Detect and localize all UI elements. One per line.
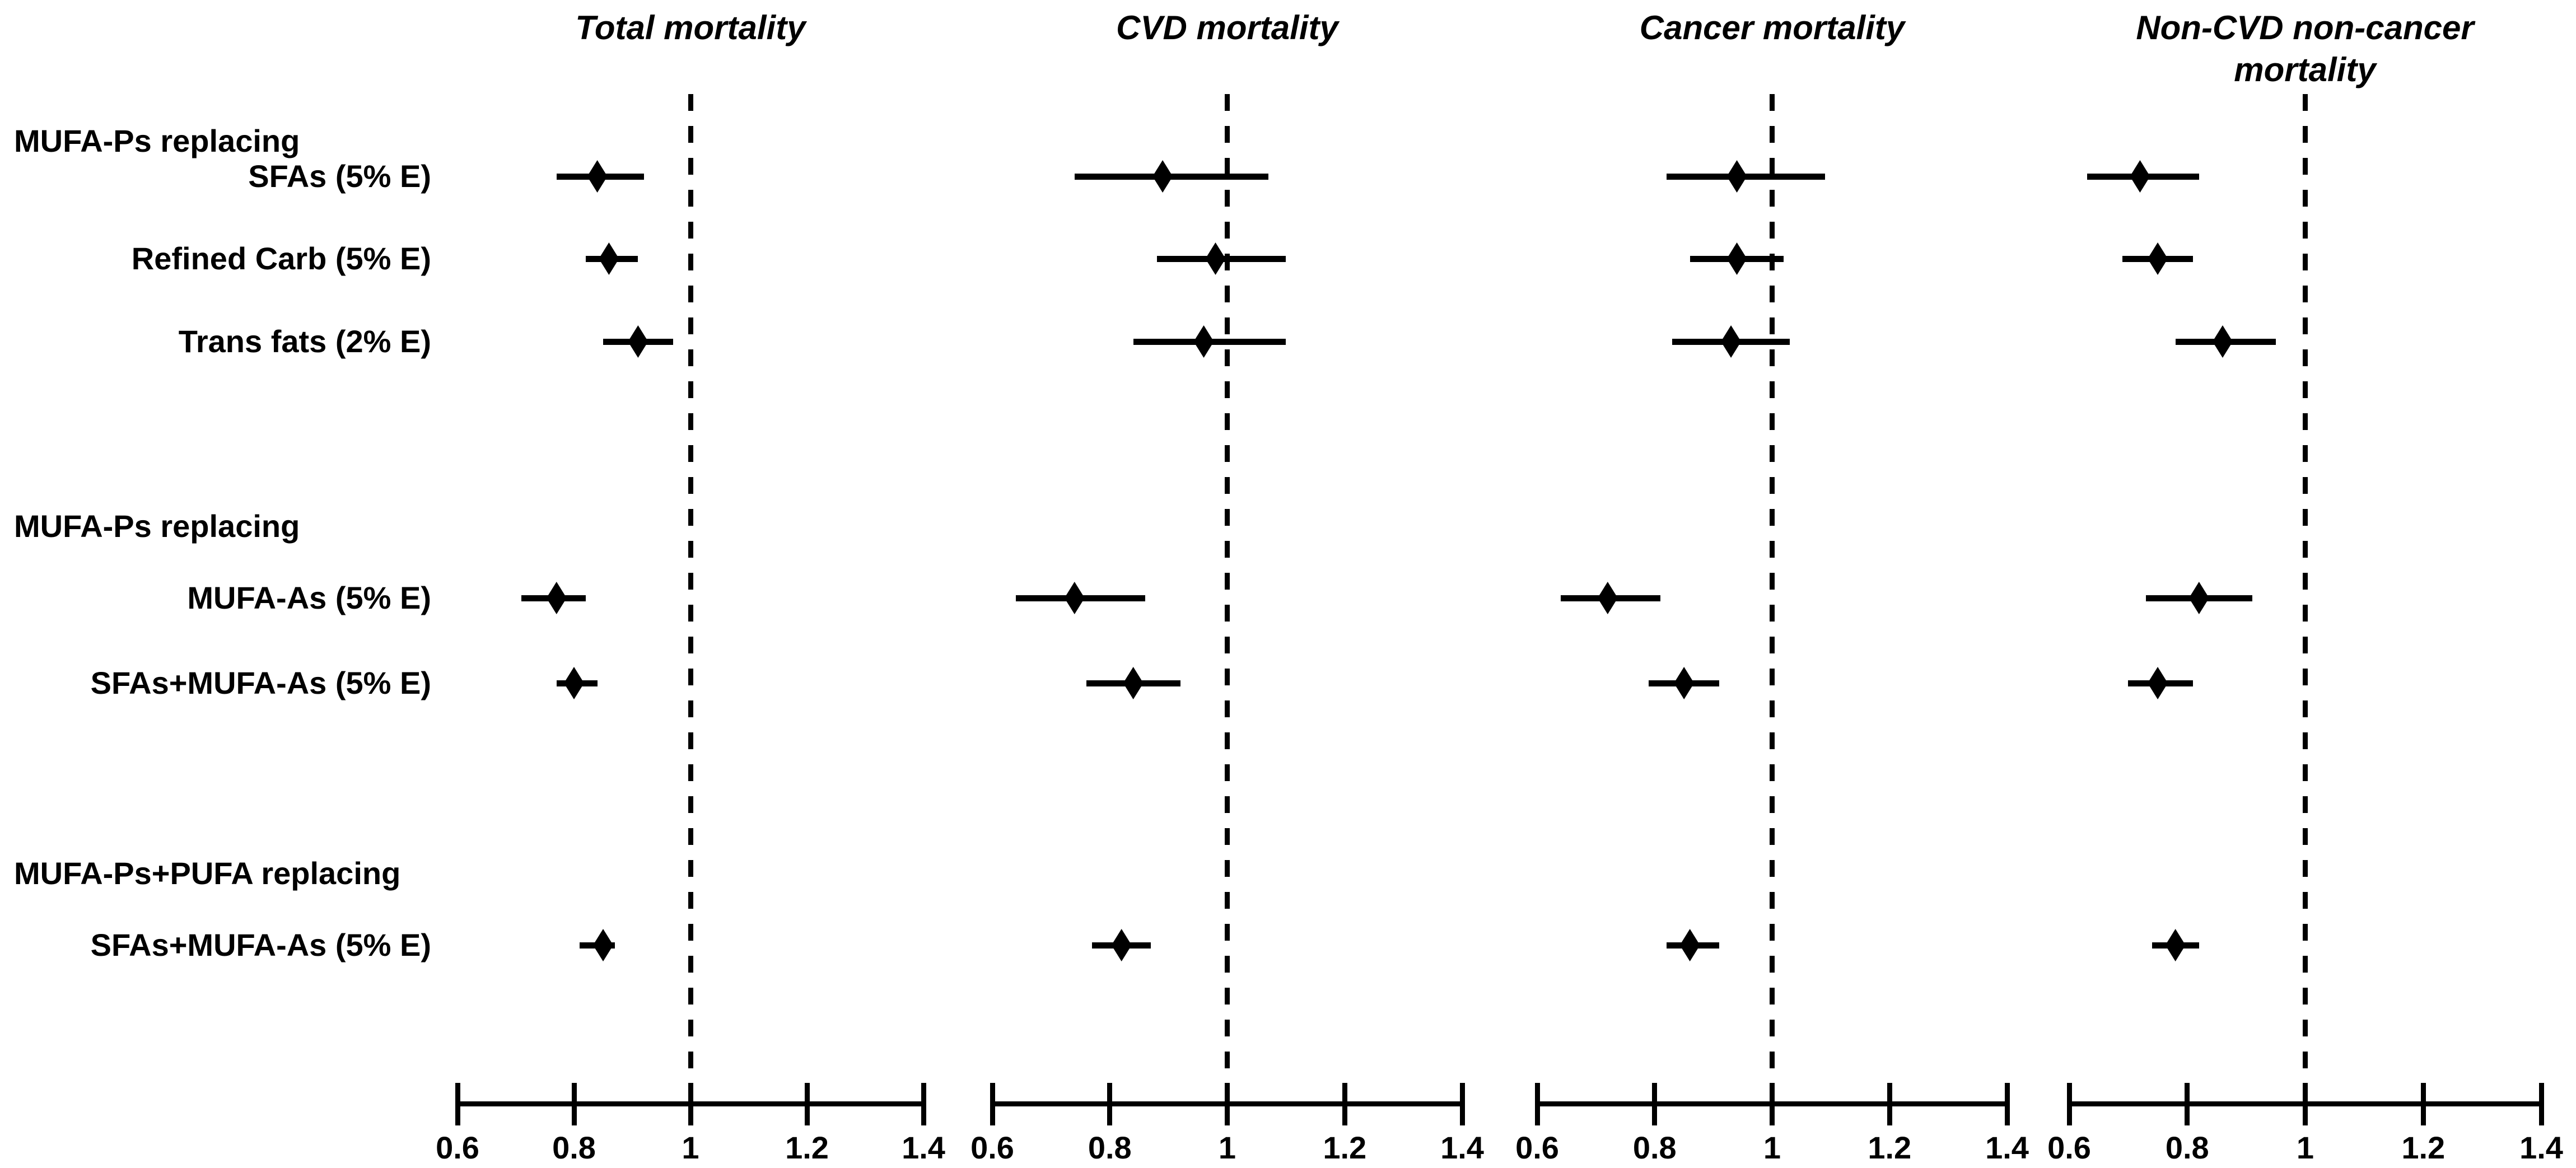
panel-title-cvd-mortality: CVD mortality xyxy=(1116,9,1338,46)
reference-line-1 xyxy=(2303,94,2308,1104)
point-estimate xyxy=(546,582,567,614)
x-axis-tick xyxy=(1342,1083,1347,1125)
reference-line-1 xyxy=(1225,94,1230,1104)
axis-tick-label: 1.4 xyxy=(2519,1130,2563,1165)
panel-title-total-mortality: Total mortality xyxy=(575,9,806,46)
x-axis-tick xyxy=(1652,1083,1658,1125)
row-label-mufa-as: MUFA-As (5% E) xyxy=(187,580,431,615)
x-axis-tick xyxy=(2420,1083,2426,1125)
axis-tick-label: 1 xyxy=(1218,1130,1236,1165)
panel-3: 0.6 0.8 1 1.2 1.4 xyxy=(1515,0,2029,1168)
point-estimate xyxy=(2148,242,2168,275)
x-axis-tick xyxy=(1459,1083,1465,1125)
point-estimate xyxy=(564,667,584,699)
x-axis-tick xyxy=(804,1083,810,1125)
point-estimate xyxy=(2148,667,2168,699)
point-estimate xyxy=(1721,325,1742,358)
point-estimate xyxy=(1597,582,1618,614)
point-estimate xyxy=(1679,929,1700,961)
x-axis-tick xyxy=(1887,1083,1892,1125)
x-axis-tick xyxy=(1225,1083,1230,1125)
panel-2: 0.6 0.8 1 1.2 1.4 xyxy=(970,0,1484,1168)
point-estimate xyxy=(593,929,613,961)
point-estimate xyxy=(2165,929,2186,961)
reference-line-1 xyxy=(688,94,693,1104)
point-estimate xyxy=(587,160,608,193)
x-axis-tick xyxy=(2066,1083,2072,1125)
point-estimate xyxy=(1726,160,1747,193)
x-axis-tick xyxy=(1534,1083,1540,1125)
point-estimate xyxy=(1111,929,1132,961)
panel-1: 0.6 0.8 1 1.2 1.4 xyxy=(436,0,945,1168)
point-estimate xyxy=(1726,242,1747,275)
axis-tick-label: 0.8 xyxy=(1632,1130,1677,1165)
axis-tick-label: 0.8 xyxy=(552,1130,596,1165)
row-label-refined-carb: Refined Carb (5% E) xyxy=(131,241,431,276)
axis-tick-label: 1 xyxy=(1763,1130,1781,1165)
point-estimate xyxy=(2130,160,2150,193)
x-axis-tick xyxy=(990,1083,995,1125)
axis-tick-label: 1.2 xyxy=(785,1130,829,1165)
point-estimate xyxy=(1205,242,1226,275)
x-axis-tick xyxy=(688,1083,693,1125)
axis-tick-label: 1.2 xyxy=(1323,1130,1367,1165)
group-header-3: MUFA-Ps+PUFA replacing xyxy=(14,856,401,891)
axis-tick-label: 1.4 xyxy=(1440,1130,1484,1165)
point-estimate xyxy=(1674,667,1695,699)
panel-title-cancer-mortality: Cancer mortality xyxy=(1639,9,1905,46)
x-axis-tick xyxy=(2185,1083,2190,1125)
point-estimate xyxy=(599,242,619,275)
row-label-sfas-mufa-as-pufa: SFAs+MUFA-As (5% E) xyxy=(90,927,431,963)
point-estimate xyxy=(2188,582,2209,614)
row-label-trans-fats: Trans fats (2% E) xyxy=(178,324,431,359)
axis-tick-label: 1 xyxy=(682,1130,699,1165)
axis-tick-label: 0.6 xyxy=(2047,1130,2091,1165)
axis-tick-label: 1.4 xyxy=(902,1130,945,1165)
x-axis-tick xyxy=(2004,1083,2010,1125)
axis-tick-label: 0.8 xyxy=(1088,1130,1132,1165)
reference-line-1 xyxy=(1770,94,1775,1104)
row-label-sfas-mufa-as: SFAs+MUFA-As (5% E) xyxy=(90,665,431,700)
x-axis-tick xyxy=(1770,1083,1775,1125)
group-header-2: MUFA-Ps replacing xyxy=(14,508,300,544)
axis-tick-label: 0.6 xyxy=(436,1130,479,1165)
group-header-1: MUFA-Ps replacing xyxy=(14,123,300,158)
point-estimate xyxy=(1123,667,1144,699)
x-axis-tick xyxy=(2303,1083,2308,1125)
axis-tick-label: 1 xyxy=(2296,1130,2314,1165)
row-label-sfas: SFAs (5% E) xyxy=(248,158,431,194)
point-estimate xyxy=(2212,325,2233,358)
point-estimate xyxy=(628,325,648,358)
axis-tick-label: 0.8 xyxy=(2165,1130,2209,1165)
x-axis-tick xyxy=(921,1083,926,1125)
axis-tick-label: 1.2 xyxy=(1868,1130,1912,1165)
x-axis-tick xyxy=(2538,1083,2544,1125)
point-estimate xyxy=(1064,582,1085,614)
axis-tick-label: 0.6 xyxy=(970,1130,1014,1165)
x-axis-tick xyxy=(455,1083,460,1125)
x-axis-tick xyxy=(571,1083,577,1125)
panel-4: 0.6 0.8 1 1.2 1.4 xyxy=(2047,0,2563,1168)
panel-title-noncvd-noncancer-mortality: Non-CVD non-cancer mortality xyxy=(2136,9,2474,88)
point-estimate xyxy=(1193,325,1214,358)
axis-tick-label: 1.2 xyxy=(2401,1130,2446,1165)
axis-tick-label: 1.4 xyxy=(1985,1130,2029,1165)
axis-tick-label: 0.6 xyxy=(1515,1130,1559,1165)
x-axis-tick xyxy=(1107,1083,1113,1125)
point-estimate xyxy=(1152,160,1173,193)
